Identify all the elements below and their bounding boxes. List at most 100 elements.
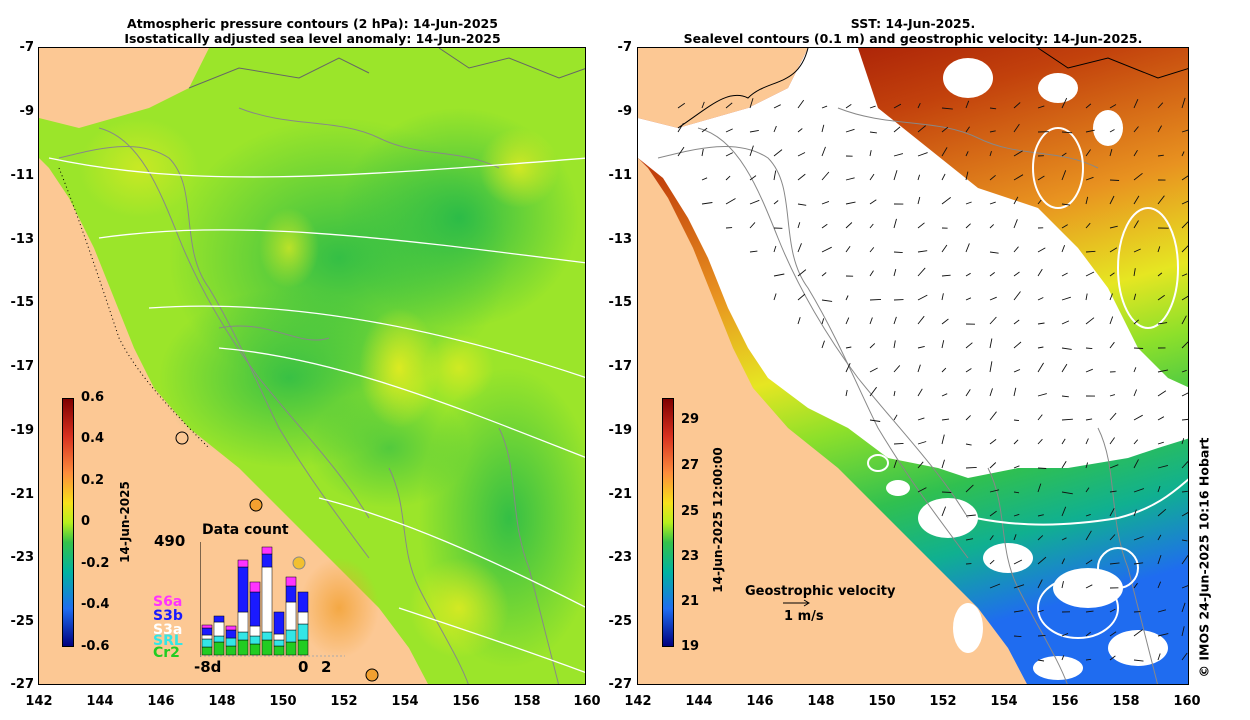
- velocity-arrow: [1157, 294, 1165, 301]
- velocity-arrow: [1133, 347, 1144, 349]
- velocity-arrow: [797, 317, 801, 325]
- right-ytick: -25: [608, 614, 633, 629]
- velocity-arrow: [1181, 151, 1185, 157]
- inset-bar-9: [297, 591, 309, 656]
- velocity-arrow: [941, 147, 948, 157]
- left-cbar-tick-3: 0: [81, 514, 91, 529]
- velocity-arrow: [1133, 414, 1143, 421]
- velocity-arrow: [1109, 316, 1114, 325]
- velocity-arrow: [1013, 439, 1019, 445]
- velocity-arrow: [797, 152, 806, 157]
- right-ytick: -19: [608, 423, 633, 438]
- velocity-arrow: [1037, 438, 1043, 445]
- velocity-arrow: [1109, 394, 1116, 397]
- velocity-arrow: [1013, 174, 1024, 181]
- velocity-arrow: [797, 203, 807, 206]
- velocity-arrow: [1085, 658, 1092, 661]
- velocity-arrow: [1085, 347, 1093, 350]
- velocity-arrow: [1133, 488, 1145, 493]
- velocity-arrow: [1133, 562, 1144, 565]
- right-xtick: 156: [1051, 694, 1079, 709]
- velocity-arrow: [701, 177, 708, 181]
- left-xtick: 148: [208, 694, 236, 709]
- left-xtick: 142: [25, 694, 53, 709]
- velocity-arrow: [1109, 464, 1119, 469]
- velocity-arrow: [869, 298, 882, 301]
- velocity-arrow: [1061, 537, 1067, 541]
- velocity-arrow: [917, 364, 921, 373]
- velocity-arrow: [869, 223, 874, 229]
- velocity-arrow: [821, 318, 825, 325]
- velocity-arrow: [965, 466, 977, 469]
- velocity-arrow: [797, 269, 807, 277]
- inset-bar-2: [213, 615, 225, 656]
- velocity-arrow: [773, 104, 781, 109]
- sea-level-anomaly-map: [38, 47, 586, 685]
- velocity-arrow: [797, 99, 805, 109]
- velocity-arrow: [1133, 99, 1139, 109]
- right-title-line2: Sealevel contours (0.1 m) and geostrophi…: [683, 31, 1143, 46]
- velocity-arrow: [1133, 367, 1137, 373]
- velocity-arrow: [797, 222, 801, 229]
- velocity-arrow: [1157, 102, 1164, 109]
- left-xtick: 146: [147, 694, 175, 709]
- right-ytick: -21: [608, 487, 633, 502]
- velocity-arrow: [1157, 322, 1168, 325]
- velocity-arrow: [1037, 362, 1044, 373]
- velocity-arrow: [1181, 585, 1188, 589]
- left-cbar-tick-5: -0.4: [81, 597, 110, 612]
- velocity-arrow: [1181, 245, 1188, 253]
- velocity-arrow: [1061, 347, 1072, 350]
- velocity-arrow: [869, 317, 873, 325]
- sla-map-svg: [39, 48, 585, 684]
- velocity-arrow: [1133, 172, 1143, 181]
- velocity-arrow: [941, 274, 951, 277]
- velocity-arrow: [917, 417, 925, 421]
- velocity-arrow: [917, 294, 928, 301]
- velocity-arrow: [797, 293, 806, 301]
- velocity-arrow: [725, 175, 731, 181]
- velocity-arrow: [1061, 461, 1067, 469]
- velocity-arrow: [1109, 412, 1117, 421]
- right-xtick: 152: [929, 694, 957, 709]
- velocity-arrow: [1085, 610, 1094, 613]
- velocity-arrow: [1181, 626, 1185, 637]
- left-cbar-tick-0: 0.6: [81, 390, 105, 405]
- velocity-arrow: [1109, 341, 1115, 349]
- velocity-arrow: [1085, 584, 1093, 589]
- velocity-arrow: [725, 198, 736, 205]
- velocity-arrow: [1061, 506, 1067, 517]
- left-ytick: -17: [10, 359, 35, 374]
- velocity-arrow: [1061, 581, 1064, 589]
- velocity-arrow: [1085, 222, 1091, 229]
- velocity-arrow: [1181, 129, 1188, 133]
- velocity-arrow: [1013, 369, 1021, 373]
- velocity-arrow: [1061, 632, 1069, 637]
- velocity-arrow: [989, 224, 995, 229]
- velocity-arrow: [701, 127, 708, 133]
- velocity-arrow: [1037, 268, 1043, 277]
- velocity-arrow: [869, 150, 872, 157]
- velocity-arrow: [965, 243, 970, 253]
- velocity-arrow: [869, 173, 875, 181]
- velocity-arrow: [893, 390, 896, 397]
- right-cbar-tick-1: 27: [681, 458, 700, 473]
- velocity-arrow: [1061, 272, 1068, 277]
- inset-legend-s3a: S3a: [153, 622, 183, 638]
- right-ytick: -27: [608, 677, 633, 692]
- velocity-arrow: [965, 126, 970, 133]
- velocity-arrow: [1037, 199, 1042, 205]
- velocity-arrow: [1037, 467, 1047, 469]
- velocity-arrow: [797, 128, 803, 133]
- velocity-arrow: [893, 170, 898, 181]
- velocity-arrow: [821, 146, 826, 157]
- velocity-arrow: [1061, 224, 1068, 229]
- velocity-arrow: [1085, 196, 1089, 205]
- velocity-arrow: [725, 152, 734, 157]
- left-ytick: -7: [19, 40, 34, 55]
- left-title-line1: Atmospheric pressure contours (2 hPa): 1…: [127, 16, 498, 31]
- velocity-arrow: [989, 388, 993, 397]
- right-ytick: -17: [608, 359, 633, 374]
- velocity-arrow: [1061, 363, 1068, 373]
- velocity-arrow: [749, 250, 758, 253]
